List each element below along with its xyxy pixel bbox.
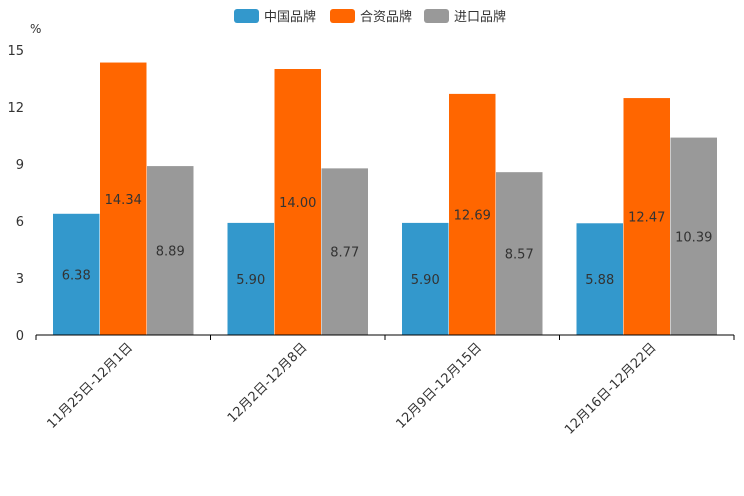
- legend-swatch-1: [330, 9, 355, 23]
- bar-0-0: [53, 213, 100, 335]
- y-tick-label-0: 0: [16, 329, 24, 344]
- y-axis-label: %: [30, 22, 41, 36]
- data-label-0-0: 6.38: [62, 268, 91, 283]
- bar-1-3: [623, 98, 670, 335]
- x-tick-label-3: 12月16日-12月22日: [562, 340, 659, 437]
- bars: 6.38 14.34 8.89 5.90 14.00 8.77 5.90 12.69 8.57 5…: [53, 62, 717, 335]
- y-tick-label-4: 12: [7, 101, 24, 116]
- legend-label-1: 合资品牌: [360, 9, 412, 25]
- bar-0-1: [227, 222, 274, 335]
- y-tick-label-1: 3: [16, 272, 24, 287]
- legend-swatch-2: [424, 9, 449, 23]
- x-tick-label-2: 12月9日-12月15日: [393, 340, 485, 432]
- x-tick-label-0: 11月25日-12月1日: [44, 340, 136, 432]
- bar-0-3: [576, 223, 623, 335]
- y-tick-label-3: 9: [16, 158, 24, 173]
- data-label-1-2: 12.69: [454, 208, 491, 223]
- bar-2-1: [321, 168, 368, 335]
- data-label-1-3: 12.47: [628, 211, 665, 226]
- x-axis: 11月25日-12月1日 12月2日-12月8日 12月9日-12月15日 12月16…: [35, 334, 735, 438]
- data-label-2-3: 10.39: [675, 230, 712, 245]
- data-label-0-1: 5.90: [236, 273, 265, 288]
- data-label-0-2: 5.90: [411, 273, 440, 288]
- bar-1-2: [449, 93, 496, 335]
- bar-0-2: [402, 222, 449, 335]
- bar-2-2: [496, 172, 543, 335]
- x-tick-label-1: 12月2日-12月8日: [225, 340, 311, 426]
- data-label-2-0: 8.89: [156, 245, 185, 260]
- y-tick-label-5: 15: [7, 44, 24, 59]
- legend-label-0: 中国品牌: [264, 9, 316, 25]
- bar-2-3: [670, 137, 717, 335]
- y-axis: 0 3 6 9 12 15: [7, 44, 24, 344]
- data-label-2-1: 8.77: [330, 246, 359, 261]
- data-label-1-0: 14.34: [105, 193, 142, 208]
- y-tick-label-2: 6: [16, 215, 24, 230]
- data-label-1-1: 14.00: [279, 196, 316, 211]
- legend-label-2: 进口品牌: [454, 9, 506, 25]
- bar-1-1: [274, 69, 321, 335]
- data-label-0-3: 5.88: [585, 273, 614, 288]
- data-label-2-2: 8.57: [505, 248, 534, 263]
- legend: 中国品牌 合资品牌 进口品牌: [234, 9, 506, 25]
- bar-2-0: [147, 166, 194, 335]
- legend-swatch-0: [234, 9, 259, 23]
- bar-1-0: [100, 62, 147, 335]
